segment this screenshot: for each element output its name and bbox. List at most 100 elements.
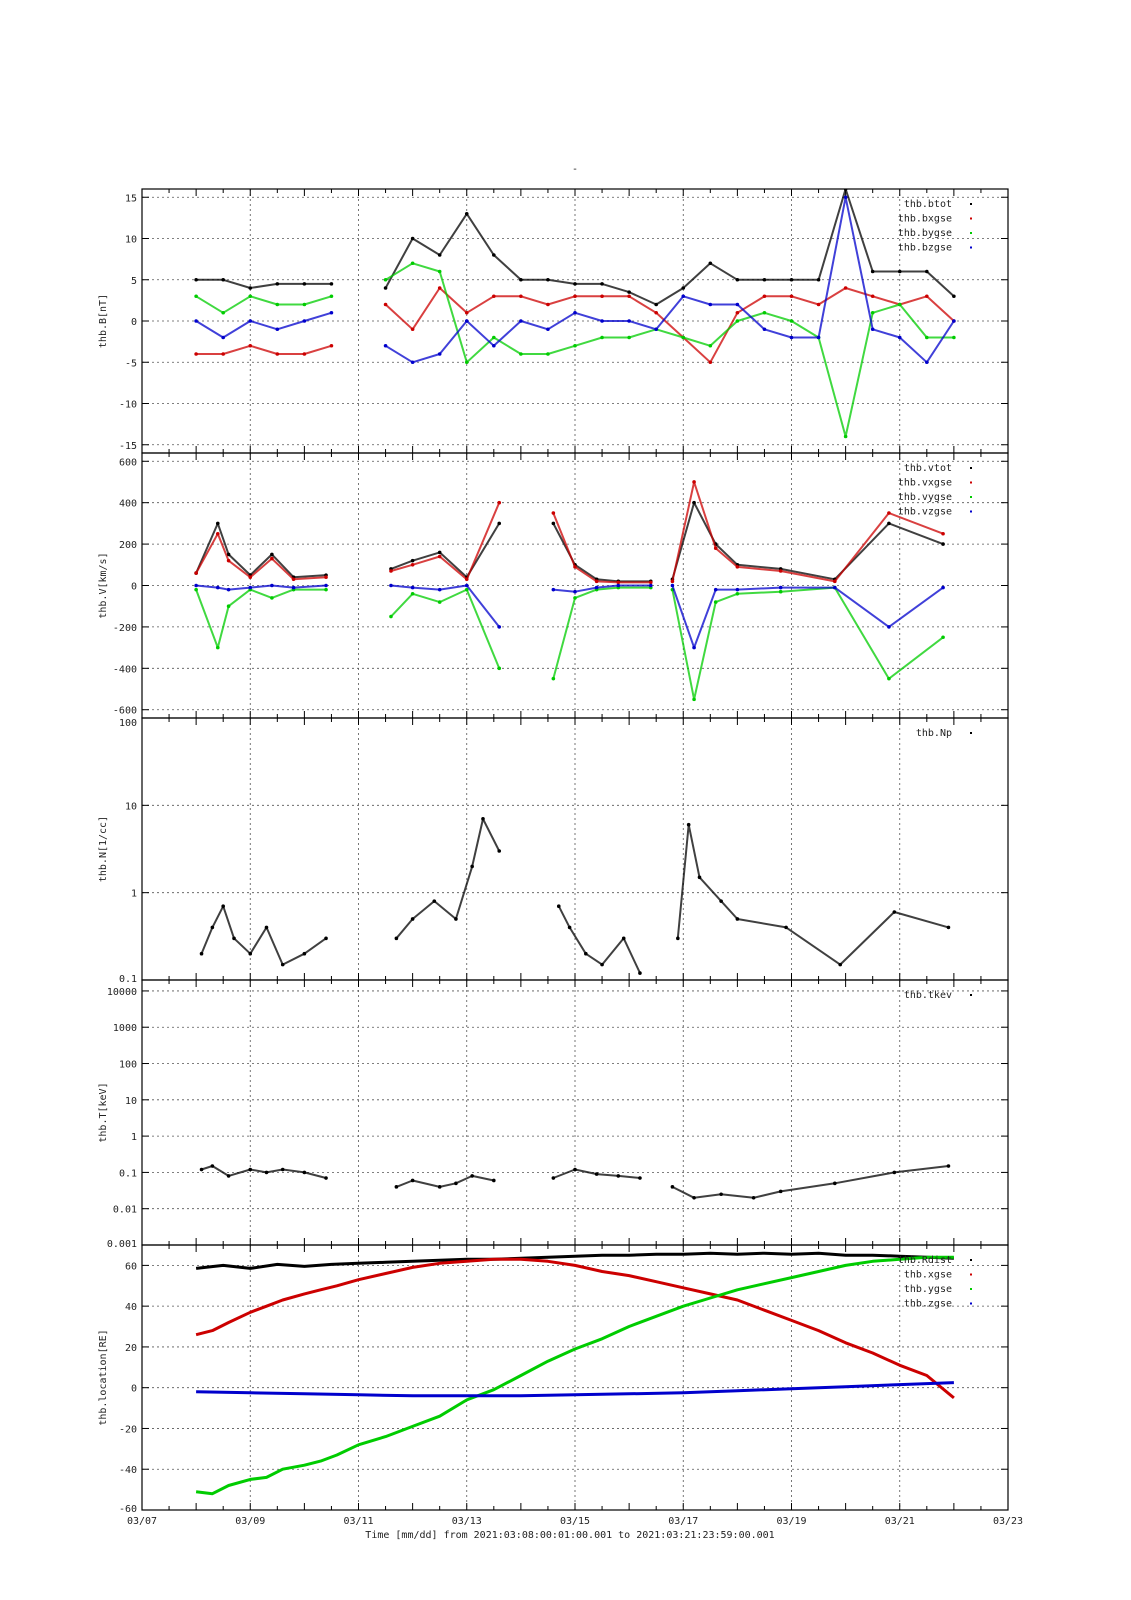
panel-5: 60 40 20 0 -20 -40 -60 thb.location[RE] thb.Rdis… (98, 1244, 1009, 1515)
data-point-thb.vzgse (833, 585, 837, 590)
data-point-thb.vxgse (713, 546, 718, 551)
data-point-thb.vxgse (248, 575, 253, 580)
data-point-thb.vzgse (215, 585, 220, 590)
legend-label: thb.tkev (904, 990, 952, 1001)
panels: 151050-5-10-15thb.B[nT]thb.btotthb.bxgse… (98, 188, 1009, 1515)
series-line-thb.bygse (195, 262, 954, 438)
x-axis: 03/07 03/09 03/11 03/13 03/15 03/17 03/19 03/21… (127, 1516, 1023, 1527)
data-point-thb.vygse (437, 600, 442, 604)
data-point-thb.bxgse (627, 294, 631, 299)
data-point-thb.btot (789, 277, 794, 282)
x-tick-label: 03/19 (776, 1516, 806, 1527)
y-tick-label: -400 (113, 664, 137, 675)
data-point-thb.Np (556, 904, 561, 908)
data-point-thb.bzgse (735, 302, 740, 307)
data-point-thb.vzgse (410, 585, 415, 590)
data-point-thb.bxgse (519, 294, 523, 299)
data-point-thb.vygse (226, 604, 231, 609)
legend-marker (970, 1302, 972, 1305)
panel-4: 10000 1000 100 10 1 0.1 0.01 0.001 thb.T[keV] thb… (98, 979, 1009, 1250)
data-point-thb.btot (519, 277, 523, 282)
data-point-thb.bzgse (789, 335, 794, 340)
data-point-thb.btot (573, 282, 577, 286)
y-tick-label: 0.01 (113, 1205, 137, 1216)
legend-marker (970, 994, 972, 996)
data-point-thb.vtot (226, 552, 231, 557)
y-tick-label: -5 (125, 358, 137, 369)
y-tick-label: -10 (119, 400, 137, 411)
x-tick-label: 03/23 (993, 1516, 1023, 1527)
data-point-thb.btot (816, 277, 821, 282)
data-point-thb.bzgse (275, 327, 280, 332)
data-point-thb.vxgse (194, 571, 198, 575)
data-point-thb.vygse (389, 614, 393, 619)
y-tick-label: -40 (119, 1465, 137, 1476)
data-point-thb.tkev (551, 1176, 556, 1180)
data-point-thb.bzgse (573, 310, 577, 315)
data-point-thb.vzgse (497, 625, 502, 629)
data-point-thb.Np (719, 899, 723, 903)
x-tick-label: 03/15 (560, 1516, 590, 1527)
data-point-thb.tkev (833, 1181, 837, 1186)
data-point-thb.bxgse (735, 310, 740, 315)
data-point-thb.btot (708, 261, 713, 266)
data-point-thb.vzgse (713, 587, 718, 592)
data-point-thb.vygse (551, 676, 556, 681)
data-point-thb.bygse (762, 310, 767, 315)
data-point-thb.tkev (892, 1170, 897, 1175)
legend-marker (970, 510, 972, 513)
data-point-thb.vtot (551, 521, 556, 526)
x-tick-label: 03/13 (452, 1516, 482, 1527)
y-tick-label: 600 (119, 457, 137, 468)
data-point-thb.bygse (302, 302, 307, 307)
series-line-thb.Rdist (195, 1251, 954, 1270)
legend-marker (970, 246, 972, 249)
data-point-thb.vxgse (941, 531, 945, 536)
data-point-thb.Np (838, 962, 843, 967)
data-point-thb.btot (329, 282, 334, 286)
legend-label: thb.bxgse (898, 214, 952, 225)
data-point-thb.bzgse (897, 335, 902, 340)
data-point-thb.Np (621, 936, 626, 941)
data-point-thb.btot (627, 290, 631, 294)
data-point-thb.btot (383, 286, 388, 290)
data-point-thb.bygse (925, 335, 929, 340)
data-point-thb.bzgse (952, 319, 956, 323)
y-tick-label: 0.1 (119, 974, 137, 985)
data-point-thb.bygse (789, 319, 794, 323)
series-line-thb.vygse (195, 586, 944, 701)
data-point-thb.tkev (492, 1178, 496, 1183)
data-point-thb.vzgse (324, 583, 328, 588)
data-point-thb.vygse (887, 676, 891, 681)
series-group (199, 1164, 951, 1200)
data-point-thb.vxgse (291, 577, 296, 582)
data-point-thb.vxgse (833, 579, 837, 584)
data-point-thb.vzgse (573, 589, 577, 594)
data-point-thb.bygse (248, 294, 253, 299)
figure-title: - (572, 164, 578, 175)
x-tick-label: 03/17 (668, 1516, 698, 1527)
data-point-thb.Np (232, 936, 236, 941)
series-line-thb.bzgse (195, 196, 955, 364)
data-point-thb.vxgse (226, 558, 231, 563)
y-axis-label: thb.T[keV] (98, 1082, 109, 1142)
data-point-thb.vxgse (692, 480, 696, 484)
data-point-thb.vygse (497, 666, 502, 671)
data-point-thb.Np (567, 925, 572, 930)
data-point-thb.vzgse (778, 585, 783, 590)
data-point-thb.bygse (870, 310, 875, 315)
data-point-thb.bxgse (708, 360, 713, 365)
data-point-thb.vygse (270, 596, 274, 600)
data-point-thb.tkev (573, 1167, 577, 1172)
legend-label: thb.Np (916, 728, 952, 739)
data-point-thb.Np (324, 936, 328, 941)
data-point-thb.vxgse (648, 580, 653, 585)
y-tick-label: 0.001 (107, 1239, 137, 1250)
data-point-thb.btot (248, 286, 253, 290)
legend-label: thb.vzgse (898, 507, 952, 518)
series-group (199, 817, 951, 975)
data-point-thb.bygse (437, 269, 442, 274)
data-point-thb.bzgse (708, 302, 713, 307)
data-point-thb.Np (638, 971, 642, 975)
data-point-thb.vzgse (670, 583, 675, 588)
